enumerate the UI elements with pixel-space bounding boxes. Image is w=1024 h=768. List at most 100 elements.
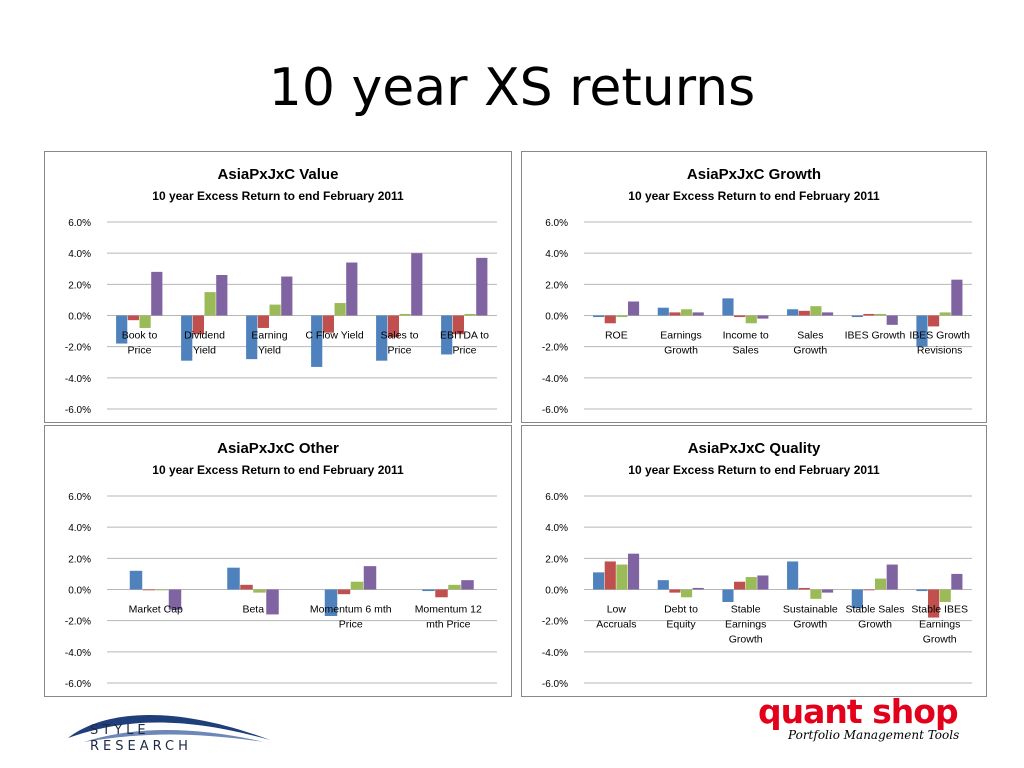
y-tick-label: 0.0% <box>545 586 568 597</box>
category-label: Dividend <box>184 330 225 342</box>
bar <box>246 315 258 360</box>
bar <box>257 315 269 328</box>
bar <box>168 589 182 610</box>
y-tick-label: -4.0% <box>65 374 91 385</box>
bar <box>387 315 399 338</box>
bar <box>334 303 346 316</box>
bar <box>810 306 822 316</box>
y-tick-label: -6.0% <box>542 405 568 416</box>
category-label: Earnings <box>660 330 701 342</box>
bar <box>875 578 887 590</box>
bar <box>821 312 834 316</box>
chart-panel-quality: AsiaPxJxC Quality 10 year Excess Return t… <box>521 425 987 697</box>
bar <box>448 584 461 590</box>
bar <box>139 315 151 328</box>
bar <box>411 253 423 316</box>
bar <box>681 589 693 598</box>
bar <box>322 315 334 333</box>
bar <box>875 313 887 316</box>
bar <box>155 589 169 591</box>
bar <box>337 589 351 595</box>
bar <box>376 315 388 361</box>
chart-value: AsiaPxJxC Value 10 year Excess Return to … <box>65 166 497 416</box>
bar <box>461 580 474 590</box>
y-tick-label: -6.0% <box>65 405 91 416</box>
slide-title: 10 year XS returns <box>268 58 756 118</box>
bar <box>939 312 951 316</box>
y-tick-label: 6.0% <box>545 492 568 503</box>
y-tick-label: -2.0% <box>65 617 91 628</box>
category-label: Price <box>339 619 363 631</box>
chart-other: AsiaPxJxC Other 10 year Excess Return to … <box>65 440 497 690</box>
quant-shop-logo: quant shop Portfolio Management Tools <box>758 692 988 748</box>
bar <box>798 310 810 316</box>
chart-subtitle: 10 year Excess Return to end February 20… <box>628 189 880 203</box>
category-label: Sales <box>797 330 823 342</box>
bar <box>787 561 799 590</box>
y-tick-label: 0.0% <box>68 312 91 323</box>
category-label: mth Price <box>426 619 471 631</box>
bar <box>851 589 863 609</box>
y-tick-label: -6.0% <box>542 679 568 690</box>
category-label: Momentum 6 mth <box>310 604 392 616</box>
category-label: EBITDA to <box>440 330 489 342</box>
bar <box>476 257 488 316</box>
bar <box>787 309 799 316</box>
bar <box>116 315 128 344</box>
chart-title: AsiaPxJxC Value <box>218 166 339 183</box>
bar <box>722 298 734 316</box>
y-tick-label: 4.0% <box>545 523 568 534</box>
chart-title: AsiaPxJxC Growth <box>687 166 821 183</box>
bar <box>916 589 928 592</box>
chart-subtitle: 10 year Excess Return to end February 20… <box>628 463 880 477</box>
bar <box>886 315 898 325</box>
bar <box>757 575 769 590</box>
y-tick-label: -2.0% <box>65 343 91 354</box>
bar <box>269 304 281 316</box>
bar <box>734 315 746 318</box>
bar <box>928 589 940 618</box>
y-tick-label: 6.0% <box>68 492 91 503</box>
category-label: IBES Growth <box>845 330 906 342</box>
bar <box>669 312 681 316</box>
chart-subtitle: 10 year Excess Return to end February 20… <box>152 189 404 203</box>
category-label: Growth <box>664 345 698 357</box>
category-label: Sustainable <box>783 604 838 616</box>
y-tick-label: 2.0% <box>68 280 91 291</box>
bar <box>142 589 156 591</box>
bar <box>604 315 616 324</box>
category-label: Accruals <box>596 619 636 631</box>
bar <box>745 315 757 324</box>
chart-title: AsiaPxJxC Quality <box>688 440 821 457</box>
bar <box>593 315 605 318</box>
bar <box>253 589 266 593</box>
bar <box>669 589 681 593</box>
bar <box>745 577 757 590</box>
category-label: Earnings <box>919 619 960 631</box>
category-label: Yield <box>193 345 216 357</box>
y-tick-label: 6.0% <box>68 218 91 229</box>
logo-left-line1: STYLE <box>90 723 150 738</box>
style-research-logo: STYLE RESEARCH <box>64 702 274 758</box>
category-label: Growth <box>858 619 892 631</box>
bar <box>181 315 193 361</box>
category-label: IBES Growth <box>909 330 970 342</box>
chart-title: AsiaPxJxC Other <box>217 440 339 457</box>
category-label: Book to <box>122 330 158 342</box>
category-label: ROE <box>605 330 628 342</box>
bar <box>951 573 963 590</box>
y-tick-label: -4.0% <box>542 648 568 659</box>
bar <box>627 553 640 590</box>
bar <box>681 309 693 316</box>
y-tick-label: 2.0% <box>545 554 568 565</box>
chart-quality: AsiaPxJxC Quality 10 year Excess Return t… <box>542 440 972 690</box>
y-tick-label: 2.0% <box>545 280 568 291</box>
category-label: Momentum 12 <box>415 604 482 616</box>
category-label: C Flow Yield <box>305 330 364 342</box>
bar <box>810 589 822 599</box>
bar <box>204 292 216 316</box>
bar <box>928 315 940 327</box>
bar <box>863 313 875 316</box>
bar <box>863 589 875 591</box>
category-label: Price <box>388 345 412 357</box>
